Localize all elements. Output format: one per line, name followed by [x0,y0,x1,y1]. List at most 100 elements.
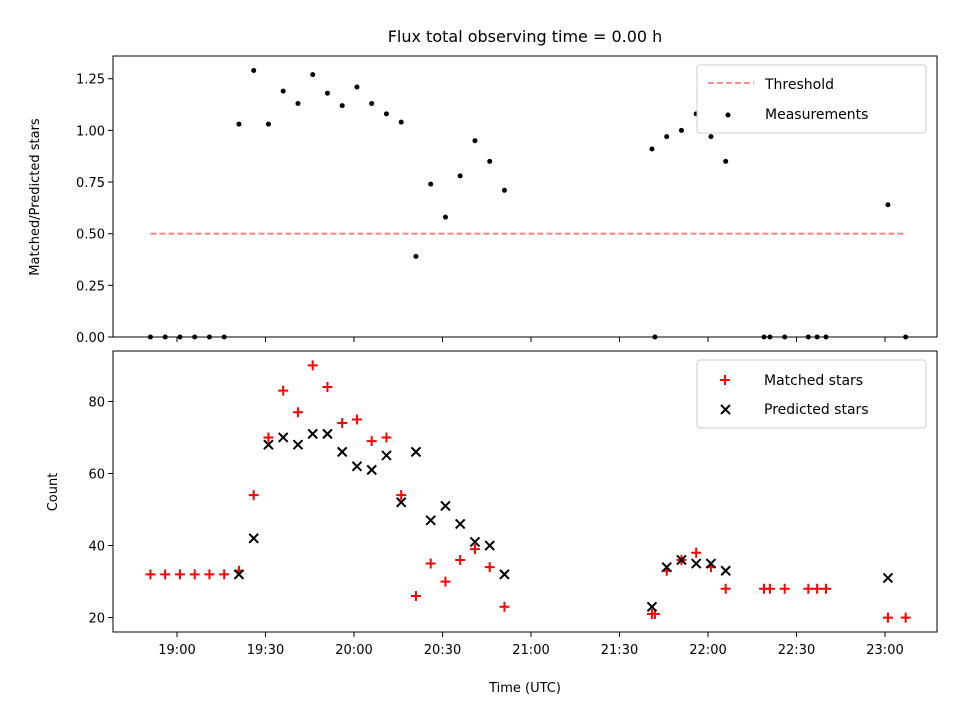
data-point-matched [691,547,702,558]
data-point-matched [219,569,230,580]
x-tick-label: 20:00 [335,643,372,658]
data-point-matched [499,601,510,612]
data-point [501,187,507,193]
data-point-matched [900,612,911,623]
data-point-predicted [440,500,451,512]
data-point-predicted [292,439,304,450]
data-point [280,88,286,94]
data-point [339,103,345,109]
data-point-matched [410,590,421,601]
data-point-predicted [233,569,245,580]
top-y-axis-label: Matched/Predicted stars [28,118,43,276]
data-point-predicted [676,554,687,566]
y-tick-label: 1.25 [76,73,105,88]
data-point-predicted [410,446,422,458]
x-tick-label: 19:30 [247,643,284,658]
data-point-matched [381,432,392,443]
y-tick-label: 0.25 [76,279,105,294]
data-point-matched [278,385,289,396]
data-point-matched [145,569,156,580]
top-panel-frame [112,55,938,338]
data-point [413,253,419,259]
data-point-matched [263,432,274,443]
data-point [295,101,301,107]
data-point-predicted [381,450,392,461]
data-point-predicted [646,601,658,612]
legend-threshold-label: Threshold [764,77,834,93]
data-point-matched [351,414,362,425]
data-point [472,138,478,144]
data-point [649,146,655,152]
y-tick-label: 0.50 [76,228,105,243]
data-point [708,134,714,140]
data-point [369,101,375,107]
legend-predicted-label: Predicted stars [764,402,869,418]
data-point-predicted [499,569,510,580]
y-tick-label: 1.00 [76,124,105,139]
data-point-predicted [484,540,495,551]
data-point [487,158,493,164]
data-point-matched [469,544,480,555]
top-panel-marks: 0.00 0.25 0.50 0.75 1.00 1.25 [76,67,909,346]
data-point-matched [425,558,436,569]
data-point-matched [882,612,893,623]
data-point-predicted [454,518,466,530]
data-point-predicted [307,428,318,440]
data-point-predicted [277,432,289,443]
data-point-matched [455,554,466,565]
legend-measurements-label: Measurements [765,107,868,123]
x-tick-label: 22:30 [778,643,815,658]
data-point [398,119,404,125]
bottom-y-axis-label: Count [46,473,61,512]
data-point-predicted [705,558,717,569]
y-tick-label: 0.00 [76,331,105,346]
data-point-matched [292,407,303,418]
legend-matched-label: Matched stars [764,373,863,389]
data-point [723,158,729,164]
data-point-predicted [720,565,731,576]
data-point [236,121,242,127]
data-point-matched [248,490,259,501]
top-legend: Threshold Measurements [696,64,927,134]
legend-predicted-swatch [720,404,731,415]
data-point-predicted [425,515,436,526]
data-point-predicted [336,446,348,458]
data-point [324,90,330,96]
legend-measurements-swatch [725,112,731,118]
legend-matched-swatch [720,375,730,385]
data-point [383,111,389,117]
data-point-matched [821,583,831,594]
data-point [310,72,316,78]
data-point-matched [366,436,377,447]
y-tick-label: 20 [88,612,105,627]
data-point-matched [337,418,348,429]
data-point-matched [204,569,215,580]
data-point-matched [803,583,814,594]
x-tick-label: 19:00 [158,643,195,658]
data-point-predicted [351,461,363,472]
x-axis-label: Time (UTC) [488,681,561,696]
x-tick-label: 21:00 [512,643,549,658]
data-point-matched [160,569,171,580]
data-point-predicted [395,497,407,508]
top-legend-box [696,64,927,134]
x-tick-label: 22:00 [689,643,726,658]
x-tick-label: 20:30 [424,643,461,658]
data-point-matched [440,576,451,587]
data-point-predicted [661,561,672,573]
x-tick-label: 21:30 [601,643,638,658]
bottom-panel-marks: 20 40 60 80 19:00 19:30 20:00 20:30 21:00 21:30 22… [88,360,911,658]
data-point-matched [812,583,823,594]
data-point-matched [322,382,333,393]
data-point [885,202,891,208]
y-tick-label: 80 [88,395,105,410]
data-point-matched [764,583,775,594]
data-point-predicted [882,572,894,584]
data-point [354,84,360,90]
data-point-matched [484,562,495,573]
data-point-predicted [248,533,259,544]
data-point-matched [720,583,731,594]
data-point [428,181,434,187]
chart-title: Flux total observing time = 0.00 h [388,27,663,46]
